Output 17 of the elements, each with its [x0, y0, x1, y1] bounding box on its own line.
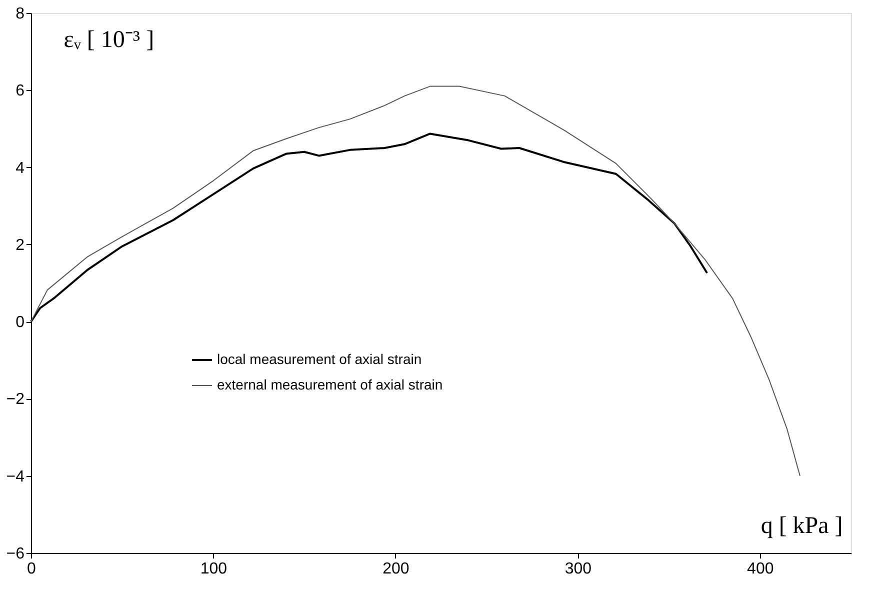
legend-label: local measurement of axial strain [217, 351, 422, 367]
x-tick-label: 200 [382, 560, 410, 578]
y-tick-label: 2 [16, 236, 25, 254]
y-tick-label: −6 [6, 546, 25, 562]
x-axis-title: q [ kPa ] [760, 513, 843, 539]
y-tick-label: 8 [16, 6, 25, 22]
x-tick-label: 100 [200, 560, 228, 578]
x-tick-label: 400 [747, 560, 774, 578]
x-tick-label: 0 [27, 560, 36, 578]
y-tick-label: 0 [16, 314, 25, 332]
x-tick-label: 300 [564, 560, 592, 578]
y-axis-title: εᵥ [ 10⁻³ ] [64, 27, 154, 53]
y-tick-label: 4 [16, 160, 25, 177]
y-tick-label: −2 [6, 391, 25, 408]
y-tick-label: 6 [16, 82, 25, 100]
legend-label: external measurement of axial strain [217, 376, 443, 392]
y-tick-label: −4 [6, 468, 25, 486]
